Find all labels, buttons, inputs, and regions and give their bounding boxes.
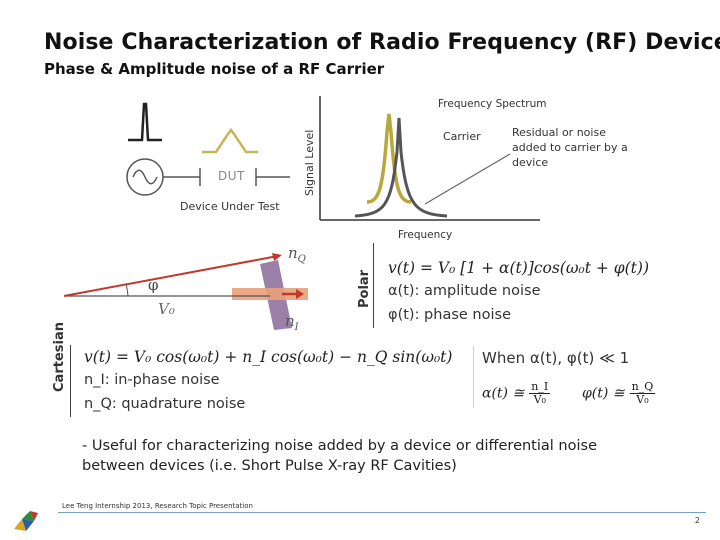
noise-label-line-3: device (512, 156, 549, 169)
small-noise-condition: When α(t), φ(t) ≪ 1 (482, 349, 630, 367)
amplitude-noise-def: α(t): amplitude noise (388, 283, 541, 299)
in-phase-noise-def: n_I: in-phase noise (84, 372, 220, 388)
dut-diagram (126, 102, 290, 196)
phi-numerator: n_Q (629, 380, 656, 394)
logo-icon (14, 511, 38, 531)
alpha-fraction: n_I V₀ (529, 380, 551, 406)
footer-rule (58, 512, 706, 513)
polar-equation: v(t) = V₀ [1 + α(t)]cos(ω₀t + φ(t)) (388, 259, 650, 277)
noise-label-line-2: added to carrier by a (512, 141, 628, 154)
cartesian-divider (70, 345, 71, 417)
slide-title: Noise Characterization of Radio Frequenc… (44, 30, 720, 55)
phi-approximation: φ(t) ≅ n_Q V₀ (582, 380, 656, 406)
carrier-label: Carrier (443, 130, 481, 143)
phase-angle-arc (125, 283, 129, 297)
spectrum-y-label: Signal Level (303, 129, 316, 196)
noise-label-line-1: Residual or noise (512, 126, 606, 139)
phasor-arrow (63, 255, 279, 297)
page-number: 2 (694, 516, 700, 525)
noise-pointer-line (424, 153, 511, 205)
polar-label: Polar (357, 269, 372, 308)
frequency-spectrum-plot (319, 96, 540, 221)
phi-fraction: n_Q V₀ (629, 380, 656, 406)
in-phase-noise-band (232, 288, 308, 300)
output-signal-icon (202, 127, 258, 154)
approx-divider (473, 346, 474, 408)
dut-box-label: DUT (218, 169, 245, 183)
phi-label: φ (148, 276, 159, 294)
phi-approx-lhs: φ(t) ≅ (582, 385, 625, 402)
alpha-denominator: V₀ (533, 393, 546, 406)
noise-spectrum-curve (366, 113, 412, 204)
alpha-numerator: n_I (529, 380, 551, 394)
dut-caption: Device Under Test (180, 200, 280, 213)
input-signal-icon (128, 102, 162, 142)
phi-denominator: V₀ (636, 393, 649, 406)
phase-noise-def: φ(t): phase noise (388, 307, 511, 323)
ni-letter: n (285, 312, 295, 330)
ni-subscript: I (294, 322, 299, 333)
noise-label: Residual or noise added to carrier by a … (512, 125, 628, 170)
spectrum-x-label: Frequency (398, 229, 453, 241)
cartesian-label: Cartesian (52, 322, 67, 392)
v0-label: V₀ (158, 300, 175, 318)
phasor-diagram (63, 253, 308, 330)
carrier-peak (354, 117, 448, 218)
cartesian-equation: v(t) = V₀ cos(ω₀t) + n_I cos(ω₀t) − n_Q … (84, 348, 453, 366)
quadrature-noise-def: n_Q: quadrature noise (84, 396, 246, 412)
footer-text: Lee Teng Internship 2013, Research Topic… (62, 502, 253, 510)
usage-bullet: - Useful for characterizing noise added … (82, 438, 597, 474)
nq-letter: n (288, 244, 298, 262)
spectrum-title: Frequency Spectrum (438, 98, 547, 110)
alpha-approx-lhs: α(t) ≅ (482, 385, 525, 402)
alpha-approximation: α(t) ≅ n_I V₀ (482, 380, 551, 406)
slide-subtitle: Phase & Amplitude noise of a RF Carrier (44, 60, 385, 78)
nq-label: nQ (288, 244, 306, 265)
polar-divider (373, 243, 374, 328)
ni-label: nI (285, 312, 299, 333)
nq-subscript: Q (297, 254, 306, 265)
